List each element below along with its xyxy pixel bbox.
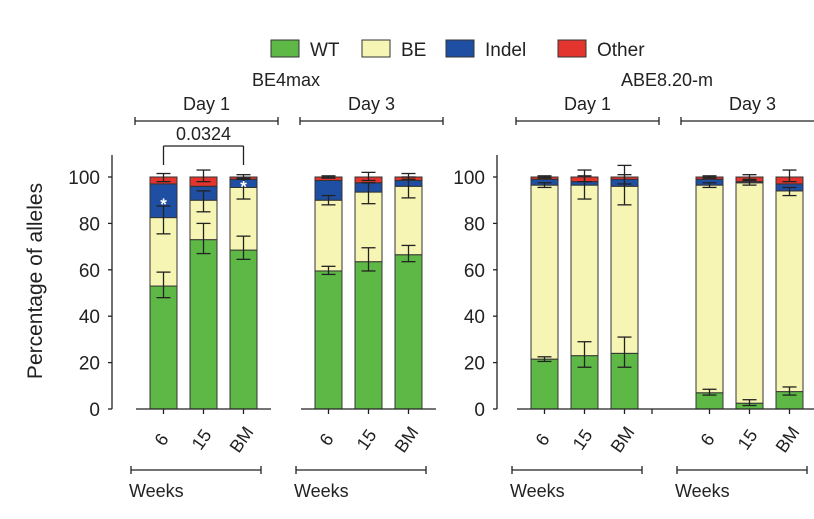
y-tick-label: 60 [79, 261, 100, 282]
group-label: Day 1 [564, 94, 611, 114]
legend-swatch-indel [445, 39, 475, 58]
group-label: Day 1 [183, 94, 230, 114]
y-axis-label: Percentage of alleles [24, 183, 47, 379]
x-tick-label: BM [607, 423, 639, 457]
significance-star: * [160, 195, 167, 214]
y-tick-label: 0 [474, 400, 485, 421]
x-tick-label: 15 [353, 426, 381, 454]
legend-label-be: BE [401, 40, 426, 61]
legend-swatch-other [557, 39, 587, 58]
y-tick-label: 100 [68, 168, 100, 189]
x-tick-label: 15 [569, 426, 597, 454]
y-tick-label: 20 [79, 354, 100, 375]
weeks-label: Weeks [294, 481, 349, 501]
bar-segment-be [735, 182, 764, 404]
bar-segment-wt [189, 239, 218, 410]
panel-abe8-20-m: 0 20 40 60 80 100 6 15 BM Day 1 Weeks 6 15 BM Day 3 Wee… [453, 70, 814, 501]
bar-segment-be [530, 184, 559, 360]
panel-title: BE4max [252, 70, 320, 90]
legend: WT BE Indel Other [270, 39, 645, 61]
panel-be4max: 0 20 40 60 80 100 * 6 15 * BM Day 1 Weeks 6 15 BM Day 3 W… [68, 70, 444, 501]
legend-label-other: Other [597, 40, 645, 61]
x-tick-label: 6 [151, 430, 173, 450]
bar-segment-be [570, 184, 599, 357]
y-tick-label: 60 [464, 261, 485, 282]
weeks-label: Weeks [129, 481, 184, 501]
x-tick-label: 15 [734, 426, 762, 454]
bar-segment-be [695, 184, 724, 394]
bar-segment-be [314, 199, 343, 272]
y-tick-label: 40 [464, 307, 485, 328]
x-tick-label: BM [226, 423, 258, 457]
x-tick-label: BM [772, 423, 804, 457]
legend-swatch-wt [270, 39, 300, 58]
group-label: Day 3 [348, 94, 395, 114]
legend-label-indel: Indel [485, 40, 526, 61]
bar-segment-be [775, 190, 804, 393]
x-tick-label: 6 [532, 430, 554, 450]
weeks-label: Weeks [675, 481, 730, 501]
y-tick-label: 20 [464, 354, 485, 375]
y-tick-label: 40 [79, 307, 100, 328]
x-tick-label: 15 [188, 426, 216, 454]
bar-segment-wt [394, 254, 423, 410]
y-tick-label: 100 [453, 168, 485, 189]
bar-segment-be [610, 185, 639, 354]
y-tick-label: 80 [464, 214, 485, 235]
x-tick-label: 6 [697, 430, 719, 450]
significance-star: * [240, 177, 247, 196]
bar-segment-wt [314, 270, 343, 410]
bar-segment-wt [354, 261, 383, 410]
y-tick-label: 0 [89, 400, 100, 421]
x-tick-label: 6 [316, 430, 338, 450]
weeks-label: Weeks [510, 481, 565, 501]
bar-segment-wt [149, 285, 178, 410]
group-label: Day 3 [729, 94, 776, 114]
legend-label-wt: WT [310, 40, 340, 61]
bar-segment-wt [530, 358, 559, 410]
legend-swatch-be [361, 39, 391, 58]
bar-segment-wt [229, 249, 258, 410]
y-tick-label: 80 [79, 214, 100, 235]
x-tick-label: BM [391, 423, 423, 457]
panel-title: ABE8.20-m [621, 70, 713, 90]
p-value-label: 0.0324 [176, 124, 231, 144]
